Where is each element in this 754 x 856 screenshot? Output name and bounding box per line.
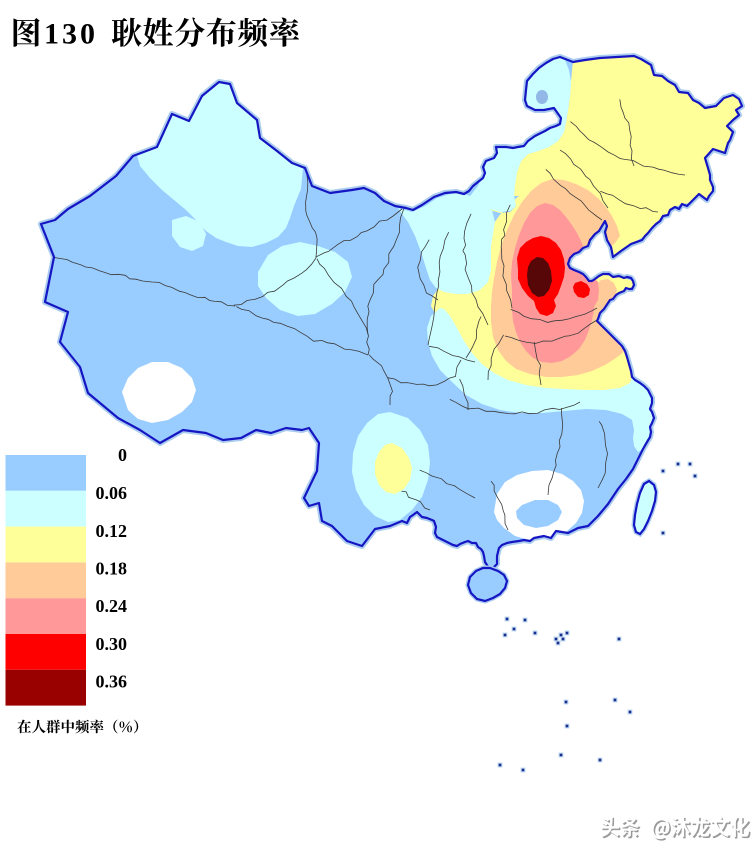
- svg-text:0.12: 0.12: [96, 521, 128, 541]
- svg-text:0.06: 0.06: [96, 483, 128, 503]
- svg-text:0: 0: [118, 445, 127, 465]
- svg-text:0.24: 0.24: [96, 596, 128, 616]
- svg-text:0.36: 0.36: [96, 672, 128, 692]
- svg-text:130: 130: [44, 18, 98, 51]
- svg-text:0.18: 0.18: [96, 559, 128, 579]
- svg-text:0.30: 0.30: [96, 634, 128, 654]
